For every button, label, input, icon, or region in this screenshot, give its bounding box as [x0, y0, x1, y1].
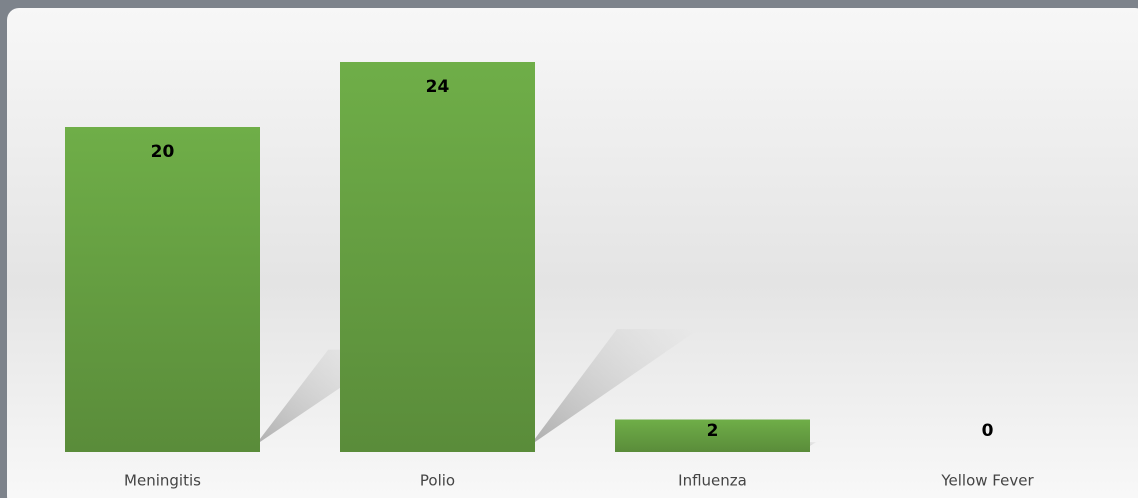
x-tick-label: Meningitis — [124, 472, 201, 490]
x-tick-label: Polio — [420, 472, 455, 490]
chart-panel — [7, 8, 1138, 498]
x-tick-label: Yellow Fever — [940, 472, 1034, 490]
bar — [615, 419, 810, 452]
data-label: 2 — [707, 421, 719, 441]
data-label: 24 — [426, 77, 450, 97]
data-label: 0 — [982, 421, 994, 441]
bar-shadow — [250, 349, 397, 452]
bar-shadow — [525, 329, 699, 452]
bar — [340, 62, 535, 452]
bar — [65, 127, 260, 452]
x-tick-label: Influenza — [678, 472, 747, 490]
data-label: 20 — [151, 142, 175, 162]
